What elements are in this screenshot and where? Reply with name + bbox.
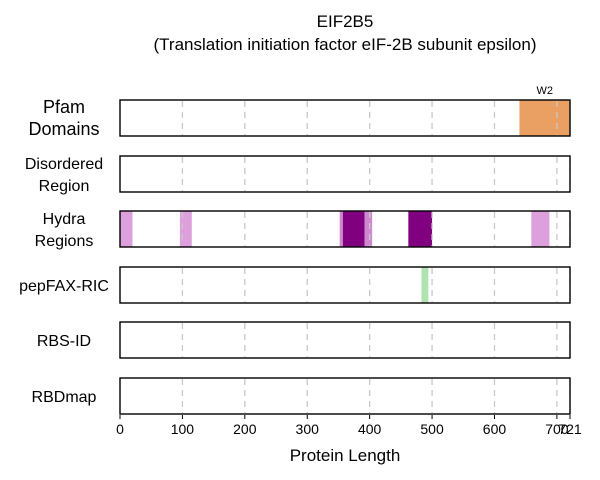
chart-title-line1: EIF2B5 [317, 12, 374, 31]
x-tick-label: 200 [233, 421, 257, 437]
segment [519, 100, 570, 136]
x-tick-label: 600 [483, 421, 507, 437]
x-tick-label: 0 [116, 421, 124, 437]
track-label: RBS-ID [37, 333, 91, 350]
track-label: Hydra [43, 211, 86, 228]
track-pepfax-ric: pepFAX-RIC [19, 266, 571, 304]
track-rbdmap: RBDmap [32, 377, 571, 415]
track-frame [119, 377, 571, 415]
track-frame [119, 155, 571, 193]
x-tick-label: 300 [296, 421, 320, 437]
track-label: Regions [35, 233, 94, 250]
track-label: RBDmap [32, 389, 97, 406]
track-frame [119, 210, 571, 248]
segment [120, 211, 133, 247]
x-tick-label: 700 [545, 421, 569, 437]
segment [364, 211, 373, 247]
segment [421, 267, 429, 303]
segment [342, 211, 365, 247]
track-frame [119, 321, 571, 359]
track-hydra-regions: Hydra Regions [35, 210, 571, 250]
track-label: Region [39, 178, 90, 195]
track-label: Disordered [25, 156, 103, 173]
x-tick-label: 100 [171, 421, 195, 437]
track-label: Domains [28, 119, 99, 139]
x-tick-label: 721 [558, 421, 582, 437]
domain-label: W2 [536, 85, 553, 97]
x-axis-label: Protein Length [290, 446, 401, 465]
segment [531, 211, 550, 247]
track-disordered-region: Disordered Region [25, 155, 571, 195]
x-tick-label: 400 [358, 421, 382, 437]
track-frame [119, 99, 571, 137]
chart-title-line2: (Translation initiation factor eIF-2B su… [154, 35, 537, 54]
segment [408, 211, 433, 247]
x-tick-label: 500 [420, 421, 444, 437]
track-frame [119, 266, 571, 304]
track-rbs-id: RBS-ID [37, 321, 571, 359]
track-label: pepFAX-RIC [19, 278, 109, 295]
segment [339, 211, 343, 247]
track-label: Pfam [43, 97, 85, 117]
segment [179, 211, 192, 247]
